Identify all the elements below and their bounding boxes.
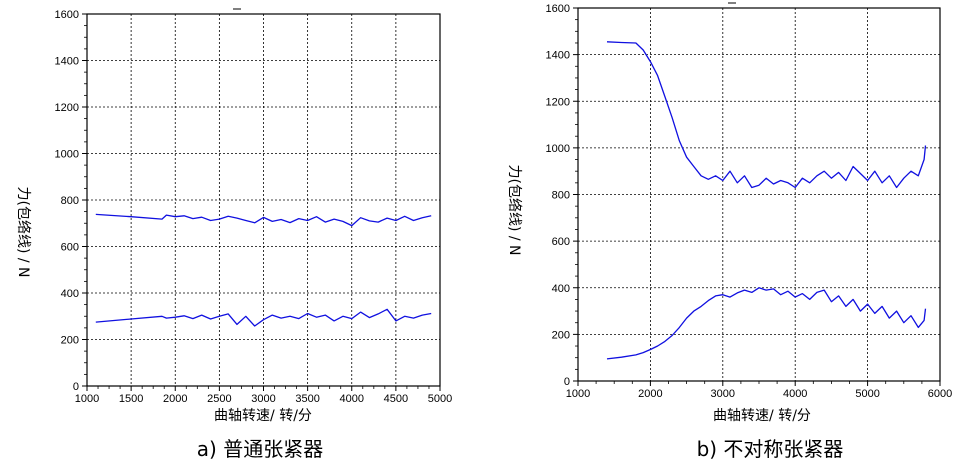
y-tick-label: 1600 xyxy=(546,3,570,15)
panel-caption: b) 不对称张紧器 xyxy=(697,437,844,461)
y-tick-label: 600 xyxy=(61,242,79,254)
y-tick-label: 1400 xyxy=(546,50,570,62)
y-tick-label: 400 xyxy=(552,283,570,295)
y-tick-label: 1200 xyxy=(546,96,570,108)
y-axis-label: 力(包络线) / N xyxy=(506,164,522,255)
x-tick-label: 4000 xyxy=(340,393,364,405)
x-tick-label: 5000 xyxy=(428,393,452,405)
y-tick-label: 200 xyxy=(61,335,79,347)
x-tick-label: 3500 xyxy=(295,393,319,405)
series-line-1 xyxy=(95,213,432,227)
y-tick-label: 1600 xyxy=(55,9,79,21)
x-tick-label: 1000 xyxy=(75,393,99,405)
x-tick-label: 4500 xyxy=(384,393,408,405)
x-tick-label: 1000 xyxy=(566,388,590,400)
x-tick-label: 4000 xyxy=(783,388,807,400)
y-tick-label: 1000 xyxy=(55,149,79,161)
chart-panel-b: 0 200 400 600 800 1000 1200 1400 1600 1000 2000 300… xyxy=(506,2,952,461)
panel-caption: a) 普通张紧器 xyxy=(197,437,323,461)
y-tick-label: 1400 xyxy=(55,56,79,68)
y-tick-label: 800 xyxy=(552,190,570,202)
x-axis-label: 曲轴转速/ 转/分 xyxy=(214,408,312,424)
x-tick-label: 2000 xyxy=(163,393,187,405)
x-tick-label: 1500 xyxy=(119,393,143,405)
x-tick-label: 3000 xyxy=(251,393,275,405)
x-tick-label: 2500 xyxy=(207,393,231,405)
y-tick-label: 600 xyxy=(552,236,570,248)
series-line-2 xyxy=(606,287,927,360)
y-tick-label: 1000 xyxy=(546,143,570,155)
y-tick-label: 1200 xyxy=(55,102,79,114)
y-axis-label: 力(包络线) / N xyxy=(15,186,31,277)
y-tick-label: 0 xyxy=(564,376,570,388)
x-tick-label: 6000 xyxy=(928,388,952,400)
x-tick-label: 5000 xyxy=(855,388,879,400)
x-tick-label: 3000 xyxy=(711,388,735,400)
y-tick-label: 200 xyxy=(552,329,570,341)
x-axis-label: 曲轴转速/ 转/分 xyxy=(713,408,811,424)
y-tick-label: 0 xyxy=(73,381,79,393)
series-line-1 xyxy=(606,41,927,189)
series-line-2 xyxy=(95,308,432,327)
y-tick-label: 800 xyxy=(61,195,79,207)
y-tick-label: 400 xyxy=(61,288,79,300)
x-tick-label: 2000 xyxy=(638,388,662,400)
chart-panel-a: 0 200 400 600 800 1000 1200 1400 1600 1000 1500 200… xyxy=(15,8,452,461)
